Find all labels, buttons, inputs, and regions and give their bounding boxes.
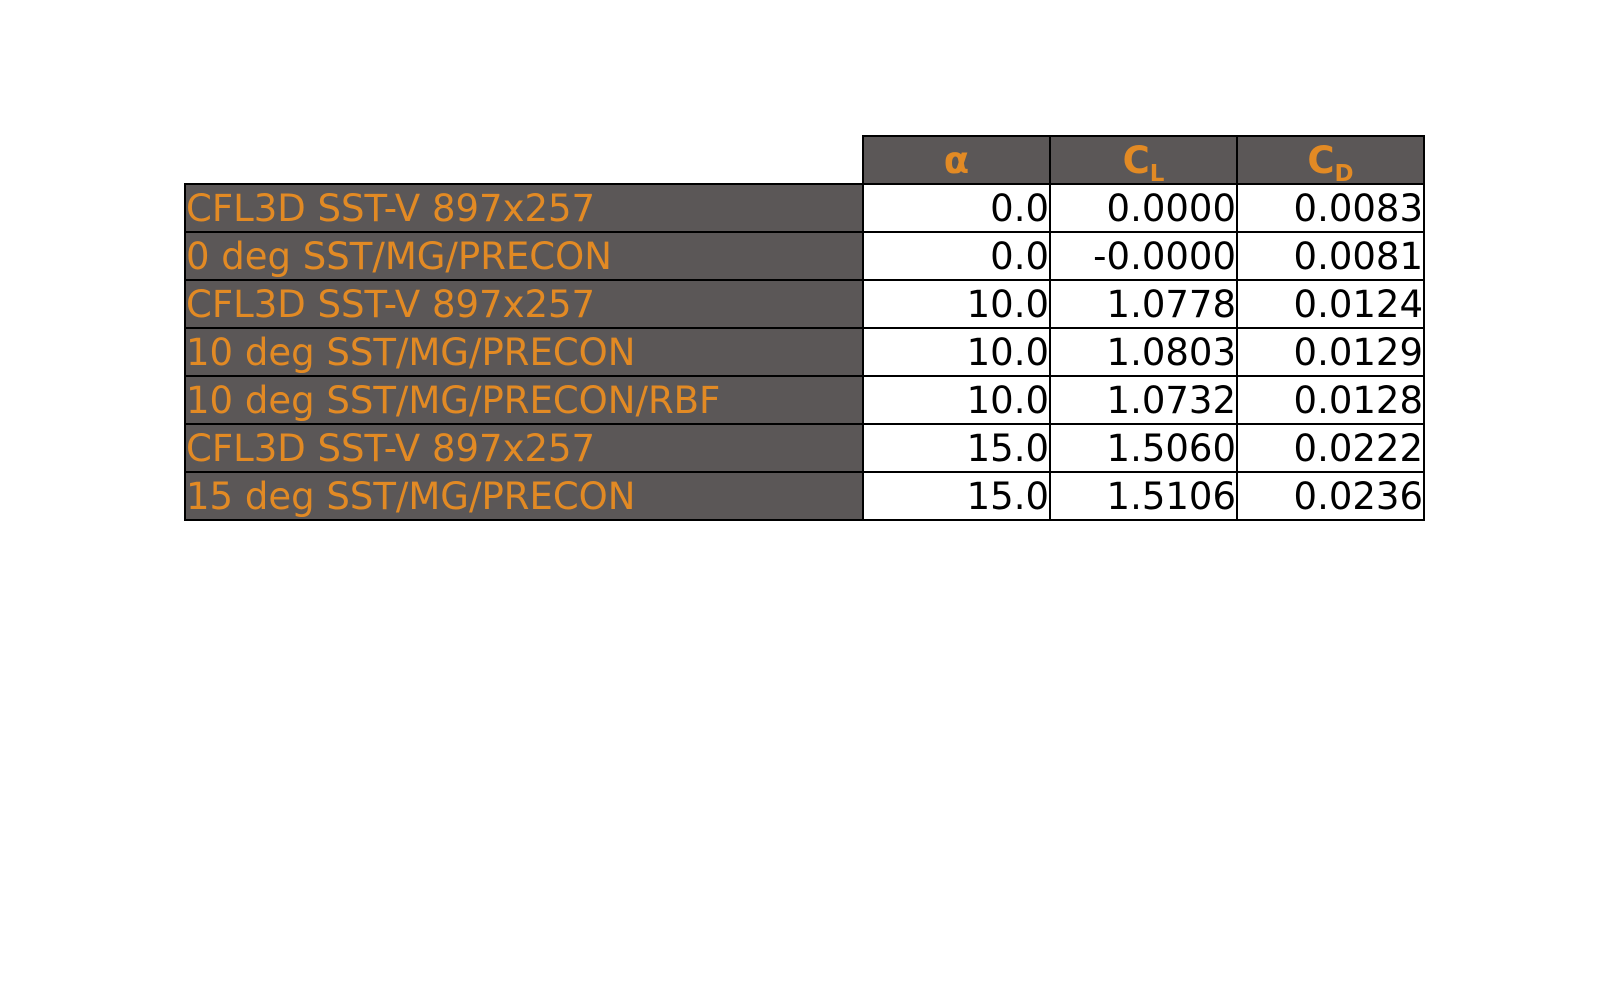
alpha-value-cell: 10.0 xyxy=(862,327,1051,377)
alpha-value-cell: 15.0 xyxy=(862,471,1051,521)
column-header-cd-symbol: C xyxy=(1307,138,1335,182)
alpha-value-cell: 10.0 xyxy=(862,375,1051,425)
row-label: 15 deg SST/MG/PRECON xyxy=(184,471,864,521)
cd-value-cell: 0.0129 xyxy=(1236,327,1425,377)
cd-value-cell: 0.0128 xyxy=(1236,375,1425,425)
row-label: CFL3D SST-V 897x257 xyxy=(184,183,864,233)
cl-value-cell: 1.0732 xyxy=(1049,375,1238,425)
table-row: 15 deg SST/MG/PRECON 15.0 1.5106 0.0236 xyxy=(184,471,1425,521)
column-header-alpha: α xyxy=(862,135,1051,185)
row-label: 10 deg SST/MG/PRECON/RBF xyxy=(184,375,864,425)
alpha-value-cell: 0.0 xyxy=(862,231,1051,281)
table-row: CFL3D SST-V 897x257 15.0 1.5060 0.0222 xyxy=(184,423,1425,473)
table-row: 10 deg SST/MG/PRECON 10.0 1.0803 0.0129 xyxy=(184,327,1425,377)
column-header-cl-subscript: L xyxy=(1149,160,1165,184)
row-label: CFL3D SST-V 897x257 xyxy=(184,423,864,473)
column-header-cd-subscript: D xyxy=(1334,160,1354,184)
cl-value-cell: 0.0000 xyxy=(1049,183,1238,233)
table-row: CFL3D SST-V 897x257 10.0 1.0778 0.0124 xyxy=(184,279,1425,329)
cl-value-cell: 1.0803 xyxy=(1049,327,1238,377)
alpha-value-cell: 0.0 xyxy=(862,183,1051,233)
row-label: 0 deg SST/MG/PRECON xyxy=(184,231,864,281)
alpha-value-cell: 10.0 xyxy=(862,279,1051,329)
results-table-container: α CL CD CFL3D SST-V 897x257 0.0 0.0000 0… xyxy=(184,135,1425,521)
cd-value-cell: 0.0124 xyxy=(1236,279,1425,329)
table-row: 0 deg SST/MG/PRECON 0.0 -0.0000 0.0081 xyxy=(184,231,1425,281)
column-header-cl-symbol: C xyxy=(1122,138,1150,182)
cl-value-cell: -0.0000 xyxy=(1049,231,1238,281)
row-label: CFL3D SST-V 897x257 xyxy=(184,279,864,329)
column-header-cl: CL xyxy=(1049,135,1238,185)
table-row: 10 deg SST/MG/PRECON/RBF 10.0 1.0732 0.0… xyxy=(184,375,1425,425)
table-row: CFL3D SST-V 897x257 0.0 0.0000 0.0083 xyxy=(184,183,1425,233)
cd-value-cell: 0.0081 xyxy=(1236,231,1425,281)
cd-value-cell: 0.0236 xyxy=(1236,471,1425,521)
cl-value-cell: 1.5060 xyxy=(1049,423,1238,473)
column-header-alpha-symbol: α xyxy=(943,138,970,182)
column-header-cd: CD xyxy=(1236,135,1425,185)
row-label: 10 deg SST/MG/PRECON xyxy=(184,327,864,377)
results-table: α CL CD CFL3D SST-V 897x257 0.0 0.0000 0… xyxy=(184,135,1425,521)
cl-value-cell: 1.0778 xyxy=(1049,279,1238,329)
table-header-row: α CL CD xyxy=(185,135,1425,185)
cl-value-cell: 1.5106 xyxy=(1049,471,1238,521)
cd-value-cell: 0.0222 xyxy=(1236,423,1425,473)
table-corner-cell xyxy=(185,136,863,184)
alpha-value-cell: 15.0 xyxy=(862,423,1051,473)
cd-value-cell: 0.0083 xyxy=(1236,183,1425,233)
